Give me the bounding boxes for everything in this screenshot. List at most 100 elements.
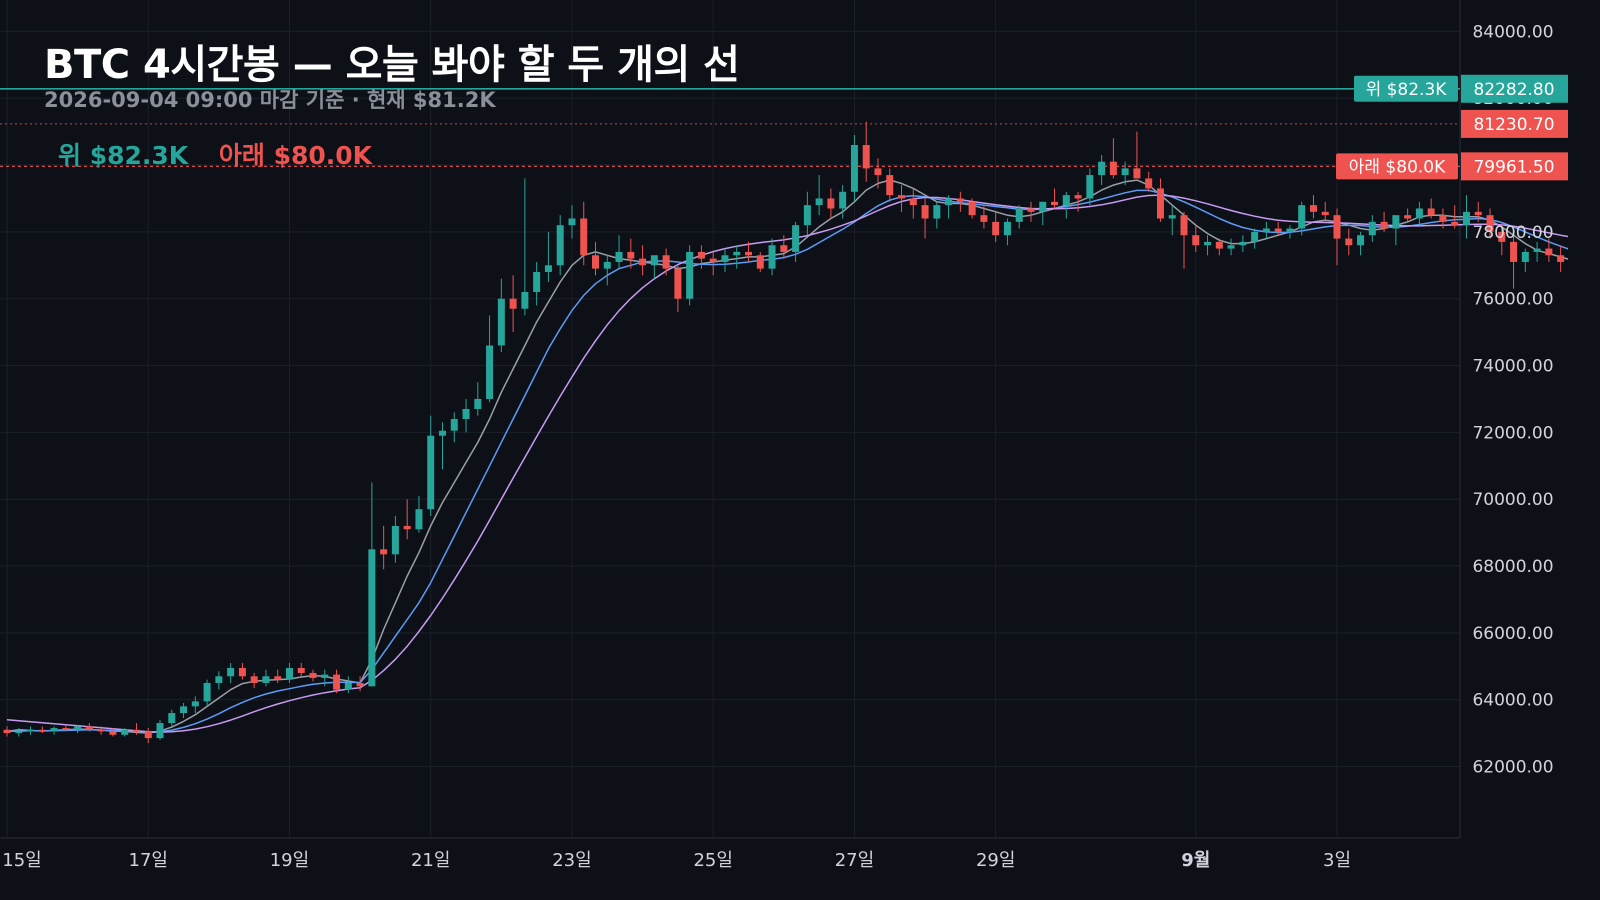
candle-body bbox=[1380, 221, 1388, 229]
price-tick-label: 72000.00 bbox=[1472, 423, 1553, 443]
time-tick-label: 27일 bbox=[835, 850, 874, 871]
candle-body bbox=[768, 245, 776, 269]
candle bbox=[415, 495, 423, 533]
last-price-badge-bg bbox=[1461, 109, 1568, 138]
candle bbox=[1109, 138, 1117, 179]
price-tick-label: 84000.00 bbox=[1472, 22, 1553, 42]
candle bbox=[803, 191, 811, 236]
candle bbox=[1274, 221, 1282, 236]
candle bbox=[544, 231, 552, 282]
candle-body bbox=[850, 145, 858, 192]
legend-upper-level: 위 $82.3K bbox=[58, 141, 189, 170]
candle-body bbox=[615, 251, 623, 262]
candle-body bbox=[603, 261, 611, 269]
lower-level-price-badge: 79961.50 bbox=[1461, 152, 1568, 181]
price-level-tags: 위 $82.3K 아래 $80.0K bbox=[1336, 75, 1458, 180]
candle-body bbox=[1368, 221, 1376, 236]
candle bbox=[1451, 205, 1459, 229]
upper-level-tag-bg bbox=[1354, 75, 1458, 102]
candle-body bbox=[1180, 215, 1188, 236]
candle-body bbox=[662, 255, 670, 269]
candle-body bbox=[980, 215, 988, 222]
candle-body bbox=[1451, 221, 1459, 226]
candle-body bbox=[533, 271, 541, 293]
price-tick-label: 62000.00 bbox=[1472, 758, 1553, 778]
candle bbox=[497, 278, 505, 353]
candle-body bbox=[1262, 228, 1270, 232]
candle-body bbox=[180, 706, 188, 714]
grid-lines bbox=[0, 0, 1461, 839]
candle-body bbox=[827, 198, 835, 209]
candle bbox=[274, 669, 282, 683]
candle-body bbox=[592, 255, 599, 269]
candle bbox=[168, 709, 176, 727]
candle-body bbox=[74, 726, 82, 730]
candle-body bbox=[721, 255, 729, 262]
level-legend: 위 $82.3K 아래 $80.0K bbox=[58, 136, 372, 172]
candle-body bbox=[238, 667, 246, 677]
candle bbox=[1262, 221, 1270, 239]
candle bbox=[297, 662, 305, 677]
candle-body bbox=[568, 218, 576, 226]
candle bbox=[74, 724, 82, 734]
candle bbox=[1474, 201, 1482, 222]
candle-body bbox=[321, 674, 329, 678]
candle-body bbox=[309, 672, 317, 678]
candle bbox=[1545, 238, 1553, 262]
candle-body bbox=[344, 682, 352, 690]
candle bbox=[85, 723, 93, 732]
lower-level-price-badge-bg bbox=[1461, 152, 1568, 181]
candle-body bbox=[1286, 228, 1294, 232]
candle bbox=[592, 241, 599, 276]
candle bbox=[662, 248, 670, 276]
candle bbox=[697, 245, 705, 269]
candle-body bbox=[462, 408, 470, 419]
price-tick-label: 70000.00 bbox=[1472, 490, 1553, 510]
ma-line-slow bbox=[6, 194, 1568, 733]
candle-body bbox=[15, 731, 23, 734]
time-axis[interactable]: 15일 17일 19일 21일 23일 25일 27일 29일 9월 3일 bbox=[2, 850, 1351, 871]
candle-body bbox=[97, 729, 105, 732]
candle bbox=[509, 275, 517, 333]
candle bbox=[391, 515, 399, 563]
time-tick-label: 3일 bbox=[1323, 850, 1351, 871]
candle-body bbox=[992, 221, 1000, 236]
candle bbox=[1415, 201, 1423, 226]
candle-body bbox=[1521, 251, 1529, 262]
candle-body bbox=[438, 430, 446, 436]
candle bbox=[368, 482, 376, 687]
candle bbox=[180, 703, 188, 719]
candle bbox=[1227, 238, 1235, 256]
candle-body bbox=[756, 255, 764, 269]
price-axis[interactable]: 62000.00 64000.00 66000.00 68000.00 70000.00… bbox=[1461, 22, 1568, 778]
candle bbox=[1333, 208, 1341, 266]
candle bbox=[50, 726, 58, 735]
candle-body bbox=[1051, 201, 1059, 206]
candle-body bbox=[1474, 211, 1482, 216]
candle-body bbox=[874, 168, 882, 176]
time-tick-label: 21일 bbox=[411, 850, 450, 871]
candle-body bbox=[933, 205, 941, 219]
time-tick-label: 23일 bbox=[552, 850, 591, 871]
candle bbox=[980, 205, 988, 229]
candle-body bbox=[745, 251, 753, 256]
candle bbox=[521, 178, 529, 316]
candle-body bbox=[50, 728, 58, 732]
candle bbox=[721, 248, 729, 272]
candle bbox=[1298, 201, 1306, 236]
candle bbox=[1498, 221, 1506, 256]
price-tick-label: 68000.00 bbox=[1472, 557, 1553, 577]
time-tick-label: 29일 bbox=[976, 850, 1015, 871]
candle bbox=[945, 195, 953, 219]
candle-body bbox=[733, 251, 741, 256]
price-tick-label: 78000.00 bbox=[1472, 223, 1553, 243]
candle bbox=[109, 728, 117, 737]
candle bbox=[1427, 198, 1435, 219]
candle-body bbox=[709, 258, 717, 262]
candle-body bbox=[686, 251, 694, 299]
candle-body bbox=[1204, 241, 1212, 246]
candle bbox=[1098, 155, 1106, 186]
time-tick-label: 25일 bbox=[693, 850, 732, 871]
candlestick-chart[interactable]: 위 $82.3K 아래 $80.0K 62000.00 64000.00 66000.… bbox=[0, 0, 1568, 882]
candle-body bbox=[1557, 255, 1565, 262]
